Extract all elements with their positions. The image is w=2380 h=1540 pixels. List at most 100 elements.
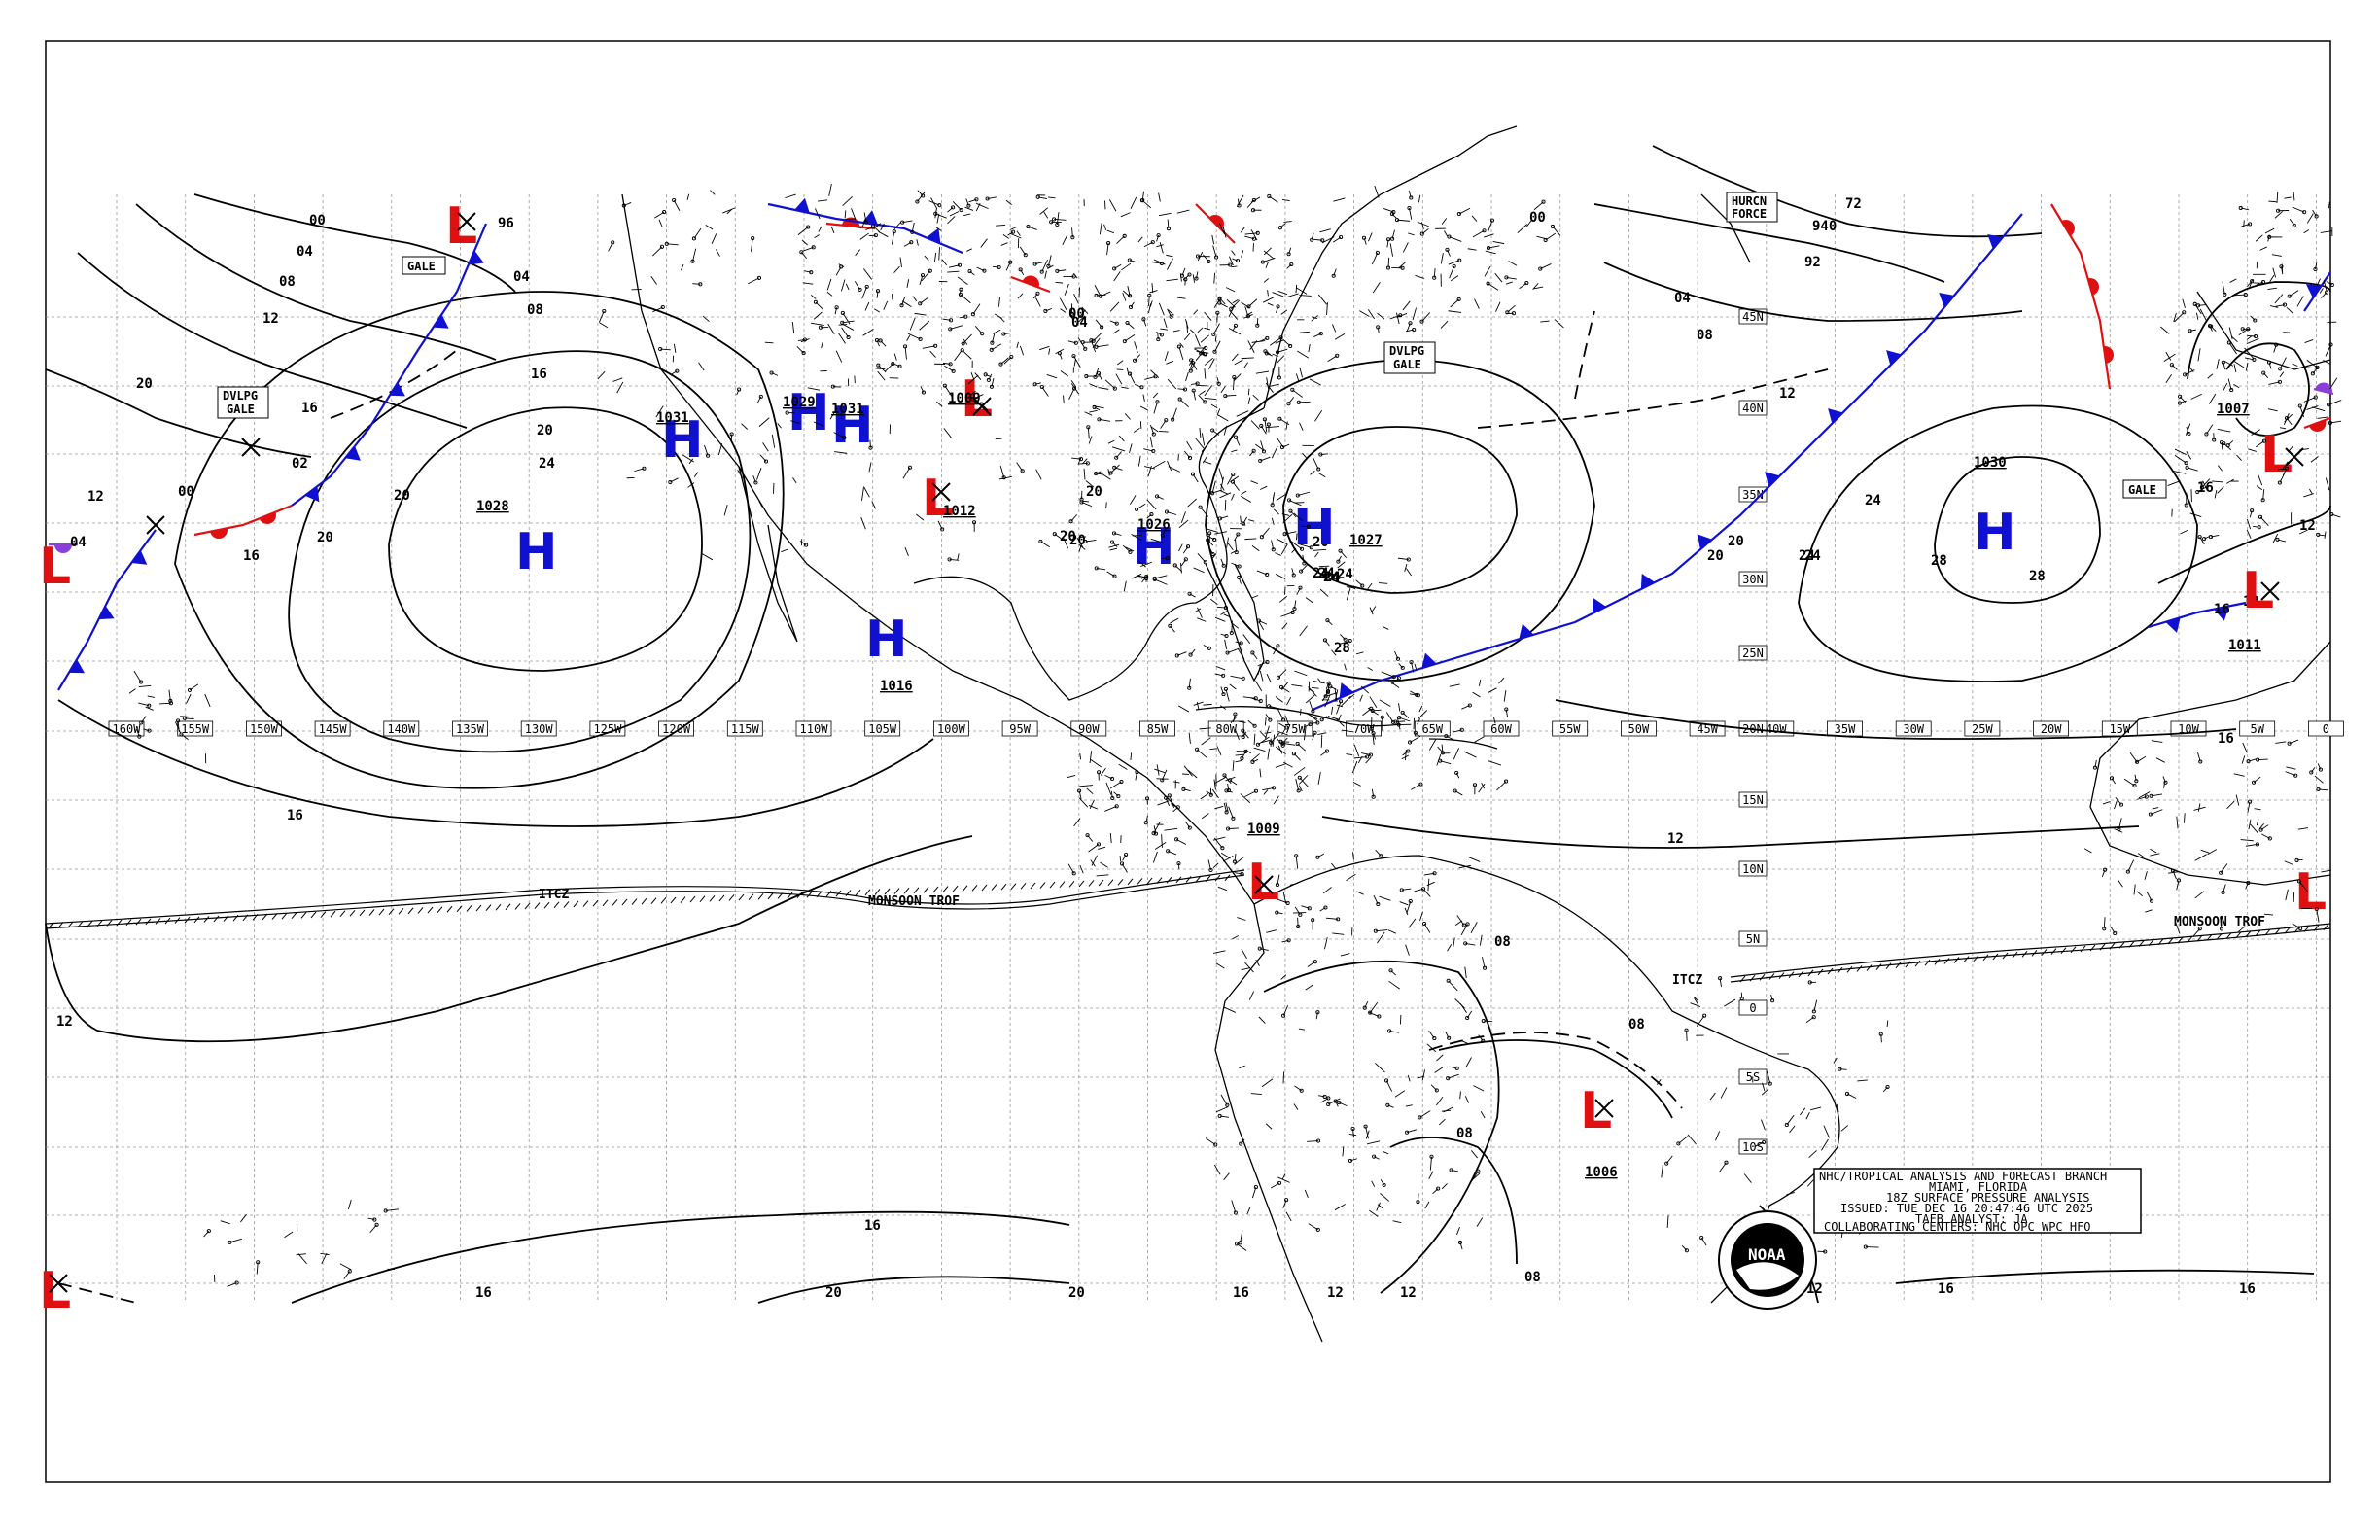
graticule-grid <box>46 194 2330 1303</box>
high-pressure-7: 1027 <box>1349 533 1382 548</box>
low-pressure-2: 04 <box>70 535 87 550</box>
warm-front-line <box>193 504 293 537</box>
lat-label-box <box>1738 999 1768 1016</box>
svg-text:16: 16 <box>243 548 260 564</box>
cold-front-barb <box>1886 350 1902 366</box>
itcz-hatching <box>48 874 2329 983</box>
troughs <box>57 310 1829 1304</box>
svg-text:20: 20 <box>1069 533 1086 548</box>
low-pressure-centers: L 96 L 04 L 1009 L 1012 L 1009 L 1006 L … <box>39 197 2327 1320</box>
center-x-marker <box>49 1274 68 1293</box>
svg-text:24: 24 <box>1318 566 1335 581</box>
lat-label-box <box>1738 645 1768 661</box>
coastlines <box>621 125 2331 1343</box>
svg-text:08: 08 <box>527 302 543 318</box>
low-pressure-3: 1009 <box>948 391 981 406</box>
svg-text:00: 00 <box>178 484 194 500</box>
svg-text:24: 24 <box>1865 493 1881 508</box>
lon-label: 55W <box>1559 722 1581 736</box>
title-line-5: TAFB ANALYST: JA <box>1915 1212 2028 1226</box>
svg-text:04: 04 <box>297 244 313 260</box>
warm-front-barb <box>210 528 228 539</box>
svg-text:GALE: GALE <box>227 402 255 416</box>
lon-label-box <box>1483 720 1520 737</box>
itcz-atlantic-label: ITCZ <box>1672 973 1702 988</box>
svg-text:72: 72 <box>1845 196 1862 212</box>
high-pressure-5: 1016 <box>880 679 913 694</box>
svg-text:DVLPG: DVLPG <box>1389 344 1424 358</box>
svg-text:28: 28 <box>2029 569 2046 584</box>
lon-label: 150W <box>250 722 279 736</box>
low-center-9: L <box>2294 863 2327 922</box>
low-center-5: L <box>1247 854 1279 912</box>
monsoon-trof-africa-label: MONSOON TROF <box>2174 915 2265 929</box>
svg-text:00: 00 <box>309 213 326 228</box>
high-center-7: H <box>1293 499 1336 557</box>
center-x-marker <box>146 515 165 535</box>
svg-text:20: 20 <box>825 1285 842 1301</box>
high-pressure-6: 1026 <box>1138 517 1171 533</box>
lon-label-box <box>383 720 420 737</box>
lon-label: 75W <box>1284 722 1306 736</box>
lon-label: 15W <box>2109 722 2130 736</box>
center-x-marker <box>972 397 992 416</box>
lon-label: 85W <box>1147 722 1169 736</box>
svg-text:12: 12 <box>1806 1281 1823 1297</box>
lon-label: 5W <box>2250 722 2264 736</box>
cold-front-barb <box>389 382 405 397</box>
center-x-marker <box>241 438 261 457</box>
svg-text:28: 28 <box>1334 641 1350 656</box>
lon-label: 115W <box>731 722 760 736</box>
lon-label: 130W <box>525 722 554 736</box>
lon-label: 25W <box>1972 722 1993 736</box>
lat-label: 40N <box>1742 402 1764 415</box>
svg-text:12: 12 <box>1327 1285 1344 1301</box>
svg-text:12: 12 <box>1779 386 1796 402</box>
svg-text:20: 20 <box>317 530 333 545</box>
lon-label-box <box>1621 720 1657 737</box>
occluded-front-barb <box>54 544 72 553</box>
low-pressure-4: 1012 <box>943 504 976 519</box>
warm-front-barb <box>2061 220 2075 236</box>
svg-text:08: 08 <box>1494 934 1511 950</box>
center-x-marker <box>931 482 951 502</box>
svg-text:24: 24 <box>539 456 555 472</box>
lon-label: 40W <box>1766 722 1787 736</box>
lon-label-box <box>1552 720 1589 737</box>
high-pressure-centers: H 1028 H 1031 H 1029 H 1031 H 1016 H 102… <box>476 384 2016 694</box>
lon-label: 95W <box>1009 722 1031 736</box>
svg-text:20: 20 <box>394 488 410 504</box>
lon-label: 145W <box>319 722 348 736</box>
high-center-4: H <box>831 397 874 455</box>
high-pressure-2: 1031 <box>656 410 689 426</box>
svg-text:16: 16 <box>287 808 303 823</box>
svg-text:02: 02 <box>292 456 308 472</box>
cold-front-barb <box>1519 623 1534 640</box>
lat-label-box <box>1738 1138 1768 1155</box>
cold-front-barb <box>468 250 484 265</box>
cold-front-barb <box>2214 606 2229 621</box>
title-box: NHC/TROPICAL ANALYSIS AND FORECAST BRANC… <box>1813 1168 2142 1234</box>
svg-text:GALE: GALE <box>1393 358 1421 371</box>
svg-text:08: 08 <box>1697 328 1713 343</box>
lat-label-box <box>1738 308 1768 325</box>
cold-front-barb <box>1697 534 1713 550</box>
svg-text:04: 04 <box>1674 291 1691 306</box>
svg-text:24: 24 <box>1323 570 1340 585</box>
occluded-front-barb <box>2315 382 2332 394</box>
warm-front-barb <box>2087 278 2099 296</box>
cold-front-barb <box>1939 293 1955 308</box>
warning-dvlpg-gale-2: DVLPG GALE <box>1383 341 1436 374</box>
svg-text:20: 20 <box>1060 529 1076 544</box>
cold-front-barb <box>1828 408 1843 424</box>
lon-label-box <box>933 720 969 737</box>
lon-label-box <box>245 720 282 737</box>
svg-text:16: 16 <box>864 1218 881 1234</box>
svg-text:12: 12 <box>1667 831 1684 847</box>
lon-label-box <box>452 720 488 737</box>
svg-text:24: 24 <box>1324 570 1341 585</box>
isobar-labels: 00 04 08 12 16 20 20 24 20 04 08 16 00 1… <box>56 196 2316 1301</box>
lon-label-box <box>314 720 351 737</box>
low-pressure-7: 1007 <box>2217 402 2250 417</box>
svg-text:16: 16 <box>1233 1285 1249 1301</box>
